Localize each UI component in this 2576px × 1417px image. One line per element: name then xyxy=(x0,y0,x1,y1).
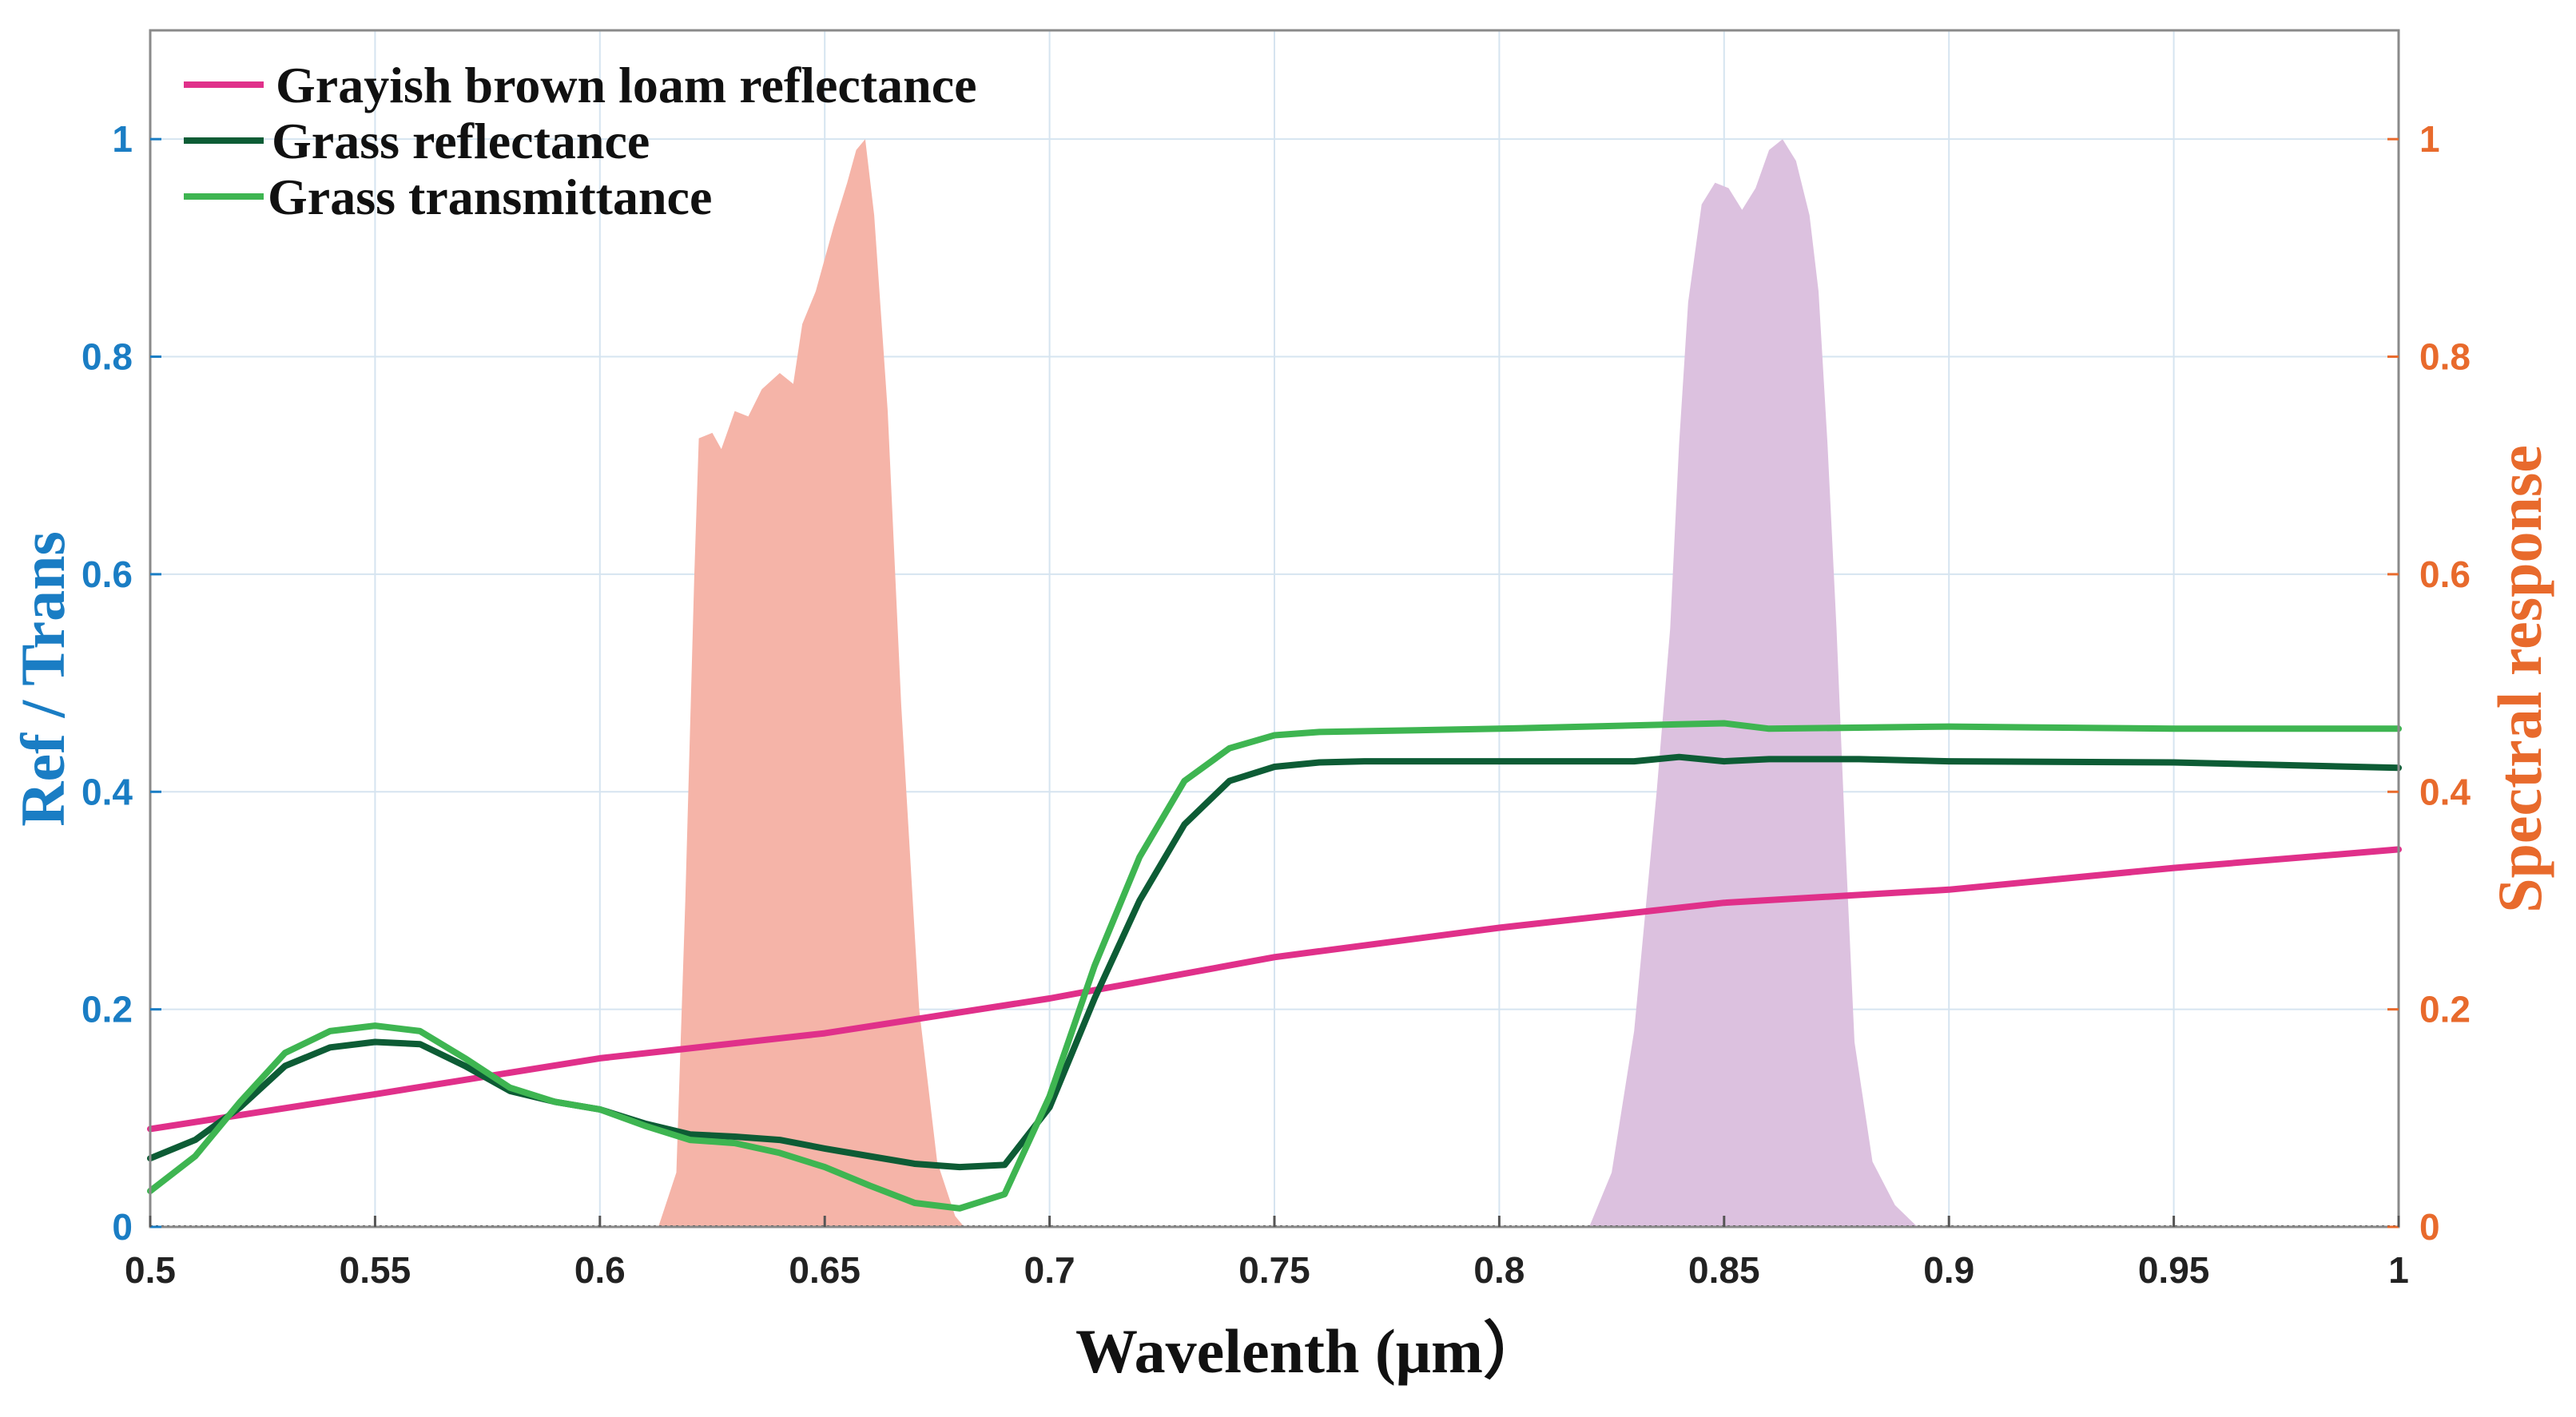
y-left-tick-label: 0.8 xyxy=(81,336,133,378)
legend-label-loam: Grayish brown loam reflectance xyxy=(276,57,977,113)
y-right-tick-label: 1 xyxy=(2419,118,2440,160)
y-right-tick-label: 0.8 xyxy=(2419,336,2471,378)
y-right-tick-label: 0.2 xyxy=(2419,989,2471,1030)
y-axis-right-title: Spectral response xyxy=(2485,445,2554,913)
x-tick-label: 0.55 xyxy=(340,1249,411,1291)
x-axis-title: Wavelenth (μm） xyxy=(1075,1316,1545,1386)
area-nir-band-response xyxy=(1588,139,1918,1228)
x-tick-label: 0.75 xyxy=(1238,1249,1310,1291)
y-right-tick-label: 0.6 xyxy=(2419,554,2471,595)
area-red-band-response xyxy=(658,139,964,1228)
y-right-tick-label: 0 xyxy=(2419,1206,2440,1248)
x-tick-label: 0.9 xyxy=(1923,1249,1974,1291)
x-tick-label: 0.95 xyxy=(2138,1249,2210,1291)
legend-label-grass-transmittance: Grass transmittance xyxy=(268,169,712,225)
y-axis-left-title: Ref / Trans xyxy=(8,531,78,827)
legend: Grayish brown loam reflectance Grass ref… xyxy=(184,57,977,225)
y-left-tick-label: 0 xyxy=(112,1206,133,1248)
y-left-tick-label: 0.6 xyxy=(81,554,133,595)
line-grass-reflectance xyxy=(147,753,2402,1171)
x-tick-label: 0.65 xyxy=(789,1249,861,1291)
y-left-tick-label: 0.4 xyxy=(81,771,133,812)
x-tick-label: 0.85 xyxy=(1688,1249,1760,1291)
x-tick-label: 0.8 xyxy=(1473,1249,1525,1291)
x-tick-label: 1 xyxy=(2388,1249,2409,1291)
x-tick-label: 0.7 xyxy=(1024,1249,1075,1291)
x-tick-label: 0.6 xyxy=(574,1249,626,1291)
y-right-tick-label: 0.4 xyxy=(2419,771,2471,812)
line-grass-transmittance xyxy=(147,720,2402,1212)
y-left-tick-label: 0.2 xyxy=(81,989,133,1030)
series-lines xyxy=(147,720,2402,1212)
line-loam-reflectance xyxy=(147,846,2402,1133)
y-left-tick-label: 1 xyxy=(112,118,133,160)
x-tick-label: 0.5 xyxy=(125,1249,176,1291)
legend-label-grass-reflectance: Grass reflectance xyxy=(272,113,650,169)
